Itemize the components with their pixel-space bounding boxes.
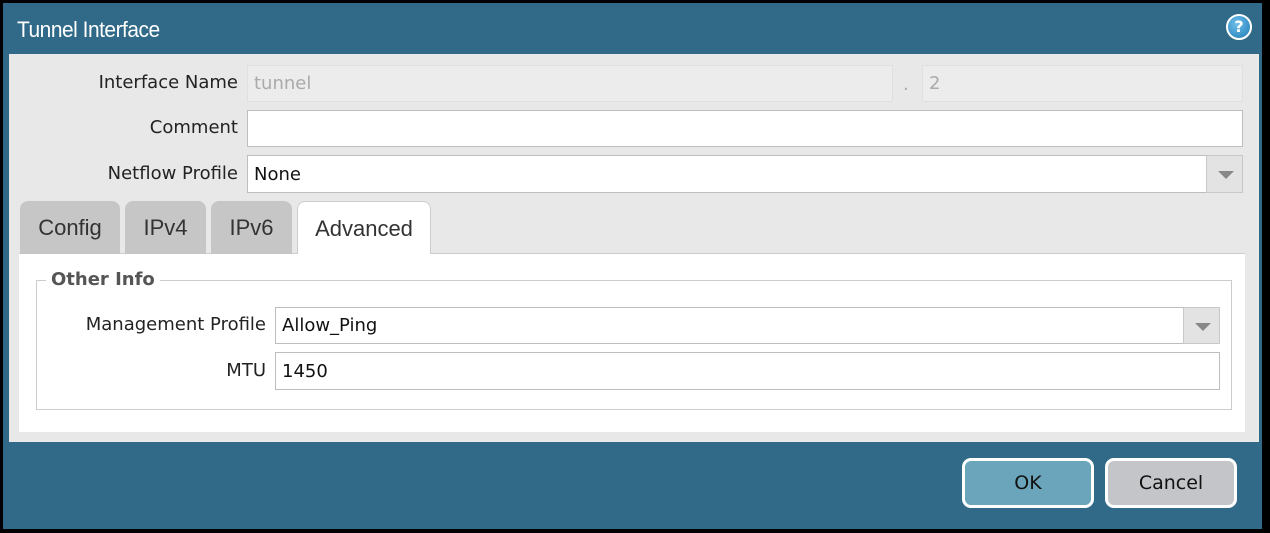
- tab-advanced[interactable]: Advanced: [297, 201, 431, 254]
- comment-label: Comment: [149, 117, 238, 138]
- interface-name-input[interactable]: tunnel: [247, 65, 893, 102]
- interface-name-separator: .: [903, 74, 909, 95]
- other-info-legend: Other Info: [46, 269, 160, 290]
- chevron-down-icon[interactable]: [1183, 307, 1220, 344]
- dialog-title: Tunnel Interface: [17, 17, 160, 42]
- netflow-profile-select[interactable]: None: [247, 155, 1207, 193]
- interface-number-input[interactable]: 2: [922, 65, 1243, 102]
- tab-ipv6[interactable]: IPv6: [211, 201, 292, 254]
- management-profile-select[interactable]: Allow_Ping: [275, 307, 1184, 344]
- mtu-input[interactable]: 1450: [275, 352, 1220, 390]
- ok-button[interactable]: OK: [962, 458, 1094, 508]
- interface-name-label: Interface Name: [98, 72, 238, 93]
- management-profile-label: Management Profile: [85, 314, 266, 335]
- mtu-label: MTU: [226, 360, 266, 381]
- tab-config[interactable]: Config: [20, 201, 120, 254]
- chevron-down-icon[interactable]: [1206, 155, 1243, 193]
- tab-ipv4[interactable]: IPv4: [125, 201, 206, 254]
- help-icon[interactable]: ?: [1226, 14, 1252, 40]
- comment-input[interactable]: [247, 110, 1243, 147]
- cancel-button[interactable]: Cancel: [1105, 458, 1237, 508]
- netflow-profile-label: Netflow Profile: [107, 163, 238, 184]
- other-info-group: [36, 280, 1232, 410]
